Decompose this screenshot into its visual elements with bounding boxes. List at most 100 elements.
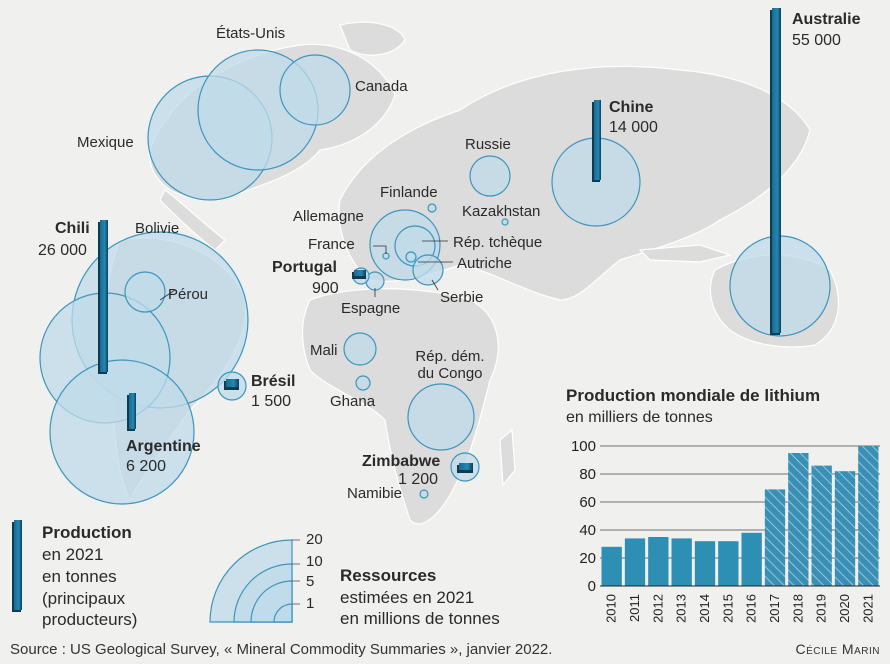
chart-bar (741, 532, 762, 586)
chart-subtitle: en milliers de tonnes (566, 409, 713, 426)
label-zimbabwe-value: 1 200 (398, 471, 439, 488)
chart-xtick-label: 2013 (674, 594, 689, 623)
legend-production-line3: (principaux (42, 589, 126, 608)
chart-bar (834, 471, 856, 586)
label-chine-name: Chine (609, 99, 654, 116)
chart-bar (648, 537, 669, 586)
chart-xtick-label: 2012 (650, 594, 665, 623)
production-bars (98, 8, 781, 473)
label-bresil-value: 1 500 (251, 393, 292, 410)
resource-circle-namibie (419, 489, 429, 499)
label-chili-name: Chili (55, 220, 90, 237)
chart-xtick-label: 2019 (814, 594, 829, 623)
production-bar-argentine (127, 393, 136, 431)
legend-production-title: Production (42, 523, 132, 542)
production-bar-bresil (224, 379, 239, 390)
leader-lines (159, 240, 453, 301)
chart-xtick-label: 2017 (767, 594, 782, 623)
label-chili-value: 26 000 (38, 242, 87, 259)
chart-ytick-label: 100 (571, 438, 596, 455)
chart-xtick-label: 2016 (744, 594, 759, 623)
chart-xtick-label: 2020 (837, 594, 852, 623)
label-australie-name: Australie (792, 11, 861, 28)
resource-circle-ghana (355, 375, 371, 391)
legend-production-line1: en 2021 (42, 545, 104, 564)
label-chine-value: 14 000 (609, 119, 658, 136)
chart-ytick-label: 80 (579, 466, 596, 483)
legend-scale-5: 5 (306, 573, 315, 590)
chart-bar (671, 538, 692, 586)
credit: Cécile Marin (795, 641, 880, 657)
legend-resources-circles (209, 539, 293, 623)
production-bar-australie (770, 8, 781, 335)
resource-circle-mali (343, 332, 377, 366)
resource-circle-autriche (405, 251, 417, 263)
chart-bar (811, 465, 832, 586)
legend-production-line2: en tonnes (42, 567, 117, 586)
label-canada: Canada (355, 78, 408, 95)
chart-ytick-label: 20 (579, 550, 596, 567)
label-kazakhstan: Kazakhstan (462, 203, 541, 220)
chart-ytick-label: 40 (579, 522, 596, 539)
label-autriche: Autriche (457, 255, 513, 272)
label-etats-unis: États-Unis (216, 25, 286, 42)
label-namibie: Namibie (347, 485, 403, 502)
resource-circle-perou (124, 271, 166, 313)
resource-circle-serbie (412, 254, 444, 286)
resource-circle-finlande (427, 203, 437, 213)
chart-xtick-label: 2010 (604, 594, 619, 623)
legend-scale-1: 1 (306, 595, 315, 612)
label-allemagne: Allemagne (293, 208, 364, 225)
production-bar-chine (592, 100, 601, 182)
label-espagne: Espagne (341, 300, 401, 317)
chart-xtick-label: 2021 (860, 594, 875, 623)
resource-circle-rdc (407, 383, 475, 451)
chart-xtick-label: 2018 (790, 594, 805, 623)
label-france: France (308, 236, 355, 253)
chart-title: Production mondiale de lithium (566, 386, 821, 405)
source-note: Source : US Geological Survey, « Mineral… (10, 641, 553, 658)
legend-resources-title: Ressources (340, 566, 437, 585)
chart-ytick-label: 60 (579, 494, 596, 511)
label-australie-value: 55 000 (792, 32, 841, 49)
label-serbie: Serbie (440, 289, 484, 306)
chart-bar (624, 538, 646, 586)
label-bresil-name: Brésil (251, 373, 296, 390)
label-finlande: Finlande (380, 184, 438, 201)
label-argentine-value: 6 200 (126, 458, 167, 475)
chart-bar (788, 453, 809, 586)
resource-circle-kazakhstan (501, 218, 509, 226)
production-bar-chili (98, 220, 108, 374)
label-bolivie: Bolivie (135, 220, 180, 237)
label-perou: Pérou (168, 286, 209, 303)
label-ghana: Ghana (330, 393, 376, 410)
chart-xtick-label: 2014 (697, 594, 712, 623)
chart-xtick-label: 2015 (720, 594, 735, 623)
legend-production-line4: producteurs) (42, 610, 138, 629)
chart-bar (694, 541, 716, 586)
legend-resources-line1: estimées en 2021 (340, 588, 475, 607)
label-portugal-name: Portugal (272, 259, 337, 276)
label-zimbabwe-name: Zimbabwe (362, 453, 441, 470)
label-argentine-name: Argentine (126, 438, 201, 455)
label-russie: Russie (465, 136, 511, 153)
resource-circle-canada (279, 54, 351, 126)
chart-ytick-label: 0 (588, 578, 596, 595)
label-rep-tcheque: Rép. tchèque (453, 234, 543, 251)
chart-bar (764, 489, 786, 586)
label-mexique: Mexique (77, 134, 134, 151)
label-rdc: Rép. dém. du Congo (415, 348, 485, 382)
legend-scale-20: 20 (306, 531, 323, 548)
legend-scale-10: 10 (306, 553, 323, 570)
indonesia-land (638, 244, 733, 263)
production-bar-portugal (352, 270, 366, 279)
greenland-land (339, 21, 406, 56)
resource-circle-russie (469, 155, 511, 197)
chart-bar (858, 446, 879, 586)
production-bar-zimbabwe (457, 463, 473, 473)
central-america-land (159, 189, 226, 251)
chart-bar (718, 541, 739, 586)
madagascar-land (499, 428, 516, 487)
